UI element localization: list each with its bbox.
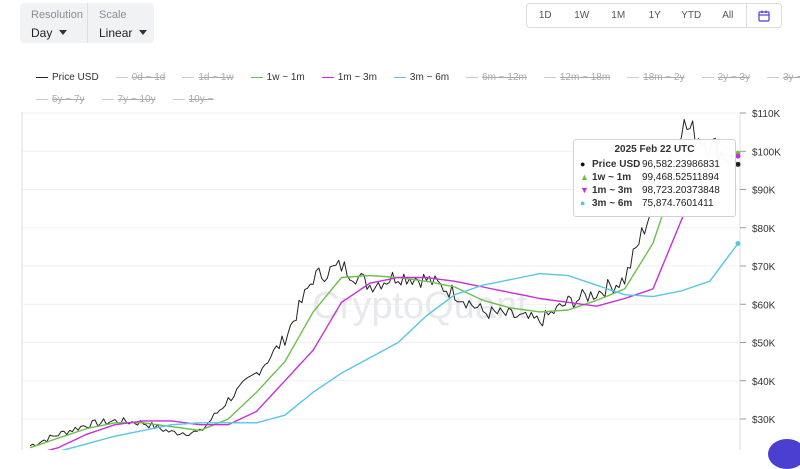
y-tick-label: $70K	[752, 262, 776, 273]
range-button-1m[interactable]: 1M	[611, 10, 626, 21]
legend-label: 0d ~ 1d	[131, 71, 166, 83]
tooltip-series-value: 98,723.20373848	[642, 185, 720, 196]
series-line-1w-1m	[29, 139, 739, 449]
legend-label: Price USD	[52, 71, 99, 83]
tooltip-marker-icon: ▲	[580, 172, 589, 182]
y-tick-label: $30K	[752, 415, 776, 426]
legend-swatch	[393, 76, 406, 78]
legend-label: 3y ~ 5y	[783, 71, 800, 83]
range-button-1d[interactable]: 1D	[538, 10, 552, 21]
y-tick-label: $110K	[752, 109, 781, 120]
tooltip-marker-icon: ●	[580, 198, 586, 208]
tooltip-series-name: 3m ~ 6m	[592, 198, 633, 209]
scale-value: Linear	[99, 26, 133, 40]
legend-item-18m-2y[interactable]: 18m ~ 2y	[627, 71, 685, 83]
chart-legend: Price USD 0d ~ 1d 1d ~ 1w 1w ~ 1m 1m ~ 3m 3m …	[36, 66, 800, 110]
legend-label: 2y ~ 3y	[717, 71, 751, 83]
tooltip-series-value: 75,874.7601411	[642, 198, 714, 209]
legend-label: 3m ~ 6m	[409, 71, 450, 83]
range-button-ytd[interactable]: YTD	[681, 10, 702, 21]
legend-item-7y-10y[interactable]: 7y ~ 10y	[101, 93, 156, 105]
tooltip-series-name: 1w ~ 1m	[592, 172, 632, 183]
legend-swatch	[627, 76, 640, 78]
tooltip-series-value: 96,582.23986831	[642, 159, 720, 170]
legend-swatch	[701, 76, 714, 78]
legend-item-12m-18m[interactable]: 12m ~ 18m	[543, 71, 611, 83]
resolution-select[interactable]: Resolution Day	[20, 3, 87, 43]
time-range-selector: 1D 1W 1M 1Y YTD All	[526, 3, 782, 28]
legend-swatch	[36, 98, 48, 100]
hover-point	[735, 161, 741, 167]
tooltip-series-name: 1m ~ 3m	[592, 185, 633, 196]
legend-item-1w-1m[interactable]: 1w ~ 1m	[250, 71, 305, 83]
legend-swatch	[115, 76, 128, 78]
scale-label: Scale	[99, 9, 127, 21]
chevron-down-icon	[139, 30, 148, 35]
y-tick-label: $90K	[752, 186, 776, 197]
tooltip-series-value: 99,468.52511894	[642, 172, 720, 183]
chart-controls: Resolution Day Scale Linear	[20, 3, 154, 43]
range-button-all[interactable]: All	[722, 10, 734, 21]
legend-swatch	[101, 98, 114, 100]
legend-label: 10y ~	[188, 93, 214, 105]
tooltip-row: ● 3m ~ 6m 75,874.7601411	[580, 197, 729, 210]
legend-label: 7y ~ 10y	[117, 93, 156, 105]
watermark: CryptoQuant	[312, 285, 528, 327]
legend-swatch	[36, 76, 48, 78]
legend-item-1d-1w[interactable]: 1d ~ 1w	[182, 71, 234, 83]
tooltip-marker-icon: ●	[580, 159, 586, 169]
chart-tooltip: 2025 Feb 22 UTC ● Price USD 96,582.2398683…	[573, 139, 736, 217]
legend-item-3m-6m[interactable]: 3m ~ 6m	[393, 71, 450, 83]
legend-label: 1d ~ 1w	[198, 71, 234, 83]
series-line-price-usd	[29, 119, 739, 447]
legend-item-0d-1d[interactable]: 0d ~ 1d	[115, 71, 166, 83]
tooltip-row: ▲ 1w ~ 1m 99,468.52511894	[580, 171, 729, 184]
tooltip-marker-icon: ▼	[580, 185, 589, 195]
hover-point	[735, 241, 741, 247]
scale-select[interactable]: Scale Linear	[87, 3, 154, 43]
series-line-3m-6m	[61, 243, 739, 450]
resolution-label: Resolution	[31, 9, 83, 21]
legend-swatch	[543, 76, 556, 78]
legend-item-1m-3m[interactable]: 1m ~ 3m	[321, 71, 377, 83]
legend-swatch	[172, 98, 185, 100]
y-tick-label: $50K	[752, 339, 776, 350]
legend-item-6m-12m[interactable]: 6m ~ 12m	[466, 72, 527, 83]
range-button-1w[interactable]: 1W	[574, 10, 590, 21]
series-line-1m-3m	[47, 154, 739, 450]
tooltip-row: ▼ 1m ~ 3m 98,723.20373848	[580, 184, 729, 197]
legend-item-price-usd[interactable]: Price USD	[36, 72, 99, 83]
legend-item-5y-7y[interactable]: 5y ~ 7y	[36, 94, 85, 105]
legend-item-10y-[interactable]: 10y ~	[172, 93, 214, 105]
legend-swatch	[321, 76, 334, 78]
legend-label: 18m ~ 2y	[643, 71, 685, 83]
legend-label: 5y ~ 7y	[52, 93, 85, 105]
calendar-icon	[758, 10, 770, 22]
y-tick-label: $100K	[752, 147, 781, 158]
legend-label: 6m ~ 12m	[482, 71, 527, 83]
range-button-1y[interactable]: 1Y	[648, 10, 661, 21]
calendar-button[interactable]	[746, 4, 781, 27]
resolution-value: Day	[31, 26, 53, 40]
y-tick-label: $60K	[752, 300, 776, 311]
tooltip-series-name: Price USD	[592, 159, 641, 170]
hover-point	[735, 153, 741, 159]
legend-label: 1w ~ 1m	[266, 71, 305, 83]
legend-label: 1m ~ 3m	[337, 71, 377, 83]
legend-item-2y-3y[interactable]: 2y ~ 3y	[701, 71, 751, 83]
legend-swatch	[466, 76, 479, 78]
chat-button[interactable]	[768, 439, 800, 469]
legend-swatch	[767, 76, 780, 78]
y-tick-label: $40K	[752, 377, 776, 388]
chart: CryptoQuant $30K $40K $50K $60K $70K $80K $90K…	[21, 109, 781, 450]
chevron-down-icon	[59, 30, 68, 35]
tooltip-date: 2025 Feb 22 UTC	[614, 144, 695, 155]
legend-swatch	[182, 76, 195, 78]
y-tick-label: $80K	[752, 224, 776, 235]
legend-label: 12m ~ 18m	[559, 71, 611, 83]
legend-item-3y-5y[interactable]: 3y ~ 5y	[767, 72, 800, 83]
tooltip-row: ● Price USD 96,582.23986831	[580, 158, 729, 171]
legend-swatch	[250, 76, 263, 78]
